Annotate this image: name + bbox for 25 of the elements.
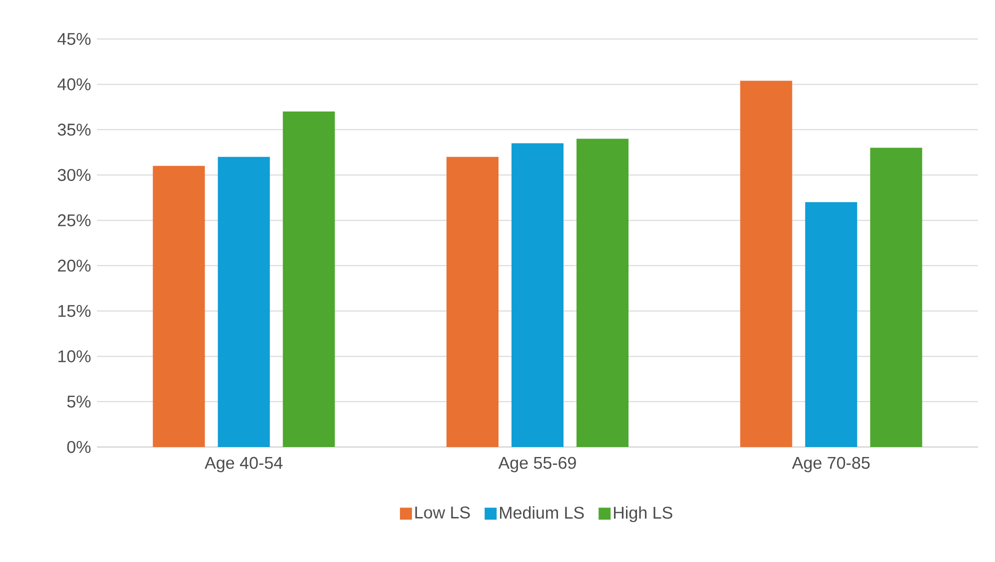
bar bbox=[512, 143, 564, 447]
bar bbox=[805, 202, 858, 447]
y-tick-label: 0% bbox=[67, 440, 91, 454]
bar bbox=[576, 138, 629, 447]
y-tick-label: 40% bbox=[58, 78, 91, 90]
legend-label: Low LS bbox=[415, 506, 470, 519]
x-tick-label: Age 70-85 bbox=[792, 456, 870, 472]
x-tick-label: Age 55-69 bbox=[498, 456, 576, 472]
bar bbox=[218, 156, 270, 447]
y-tick-label: 45% bbox=[58, 33, 91, 45]
y-tick-label: 25% bbox=[58, 214, 91, 226]
y-tick-label: 35% bbox=[58, 124, 91, 136]
bar bbox=[870, 148, 922, 447]
bar bbox=[740, 80, 792, 447]
bar bbox=[446, 156, 499, 447]
bar bbox=[282, 112, 335, 447]
y-tick-label: 30% bbox=[58, 168, 91, 182]
y-tick-label: 5% bbox=[67, 396, 91, 408]
y-tick-label: 20% bbox=[58, 260, 91, 272]
y-tick-label: 10% bbox=[58, 350, 91, 362]
y-tick-label: 15% bbox=[58, 305, 91, 317]
bar bbox=[152, 166, 205, 447]
legend-label: High LS bbox=[614, 506, 672, 522]
legend-label: Medium LS bbox=[500, 506, 584, 519]
x-tick-label: Age 40-54 bbox=[204, 456, 283, 472]
